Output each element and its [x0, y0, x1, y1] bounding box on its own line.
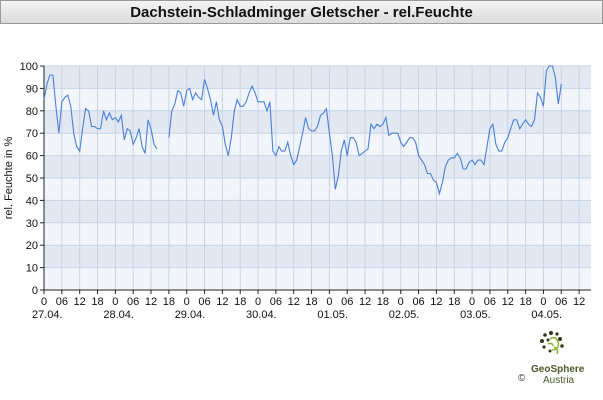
logo-name: GeoSphere: [531, 364, 585, 375]
x-tick-label: 18: [234, 296, 246, 308]
x-tick-label: 18: [163, 296, 175, 308]
chart-band: [44, 66, 591, 89]
chart-band: [44, 200, 591, 223]
x-tick-label: 0: [112, 296, 118, 308]
x-tick-label: 06: [555, 296, 567, 308]
x-tick-label: 06: [198, 296, 210, 308]
chart-band: [44, 245, 591, 268]
series-line: [43, 74, 158, 154]
chart-axes: 0 10 20 30 40 50 60 70 80 90 100 0 06 12 18 0 06 12 18 0 06 1…: [20, 61, 591, 321]
chart-band: [44, 133, 591, 156]
x-tick-label: 18: [305, 296, 317, 308]
x-tick-label: 18: [377, 296, 389, 308]
y-tick-label: 70: [26, 128, 38, 140]
y-tick-label: 50: [26, 173, 38, 185]
chart-series: [43, 65, 562, 196]
y-tick-label: 100: [20, 61, 38, 73]
x-tick-label: 06: [56, 296, 68, 308]
y-tick-label: 20: [26, 240, 38, 252]
x-tick-label: 12: [74, 296, 86, 308]
x-tick-label: 06: [412, 296, 424, 308]
x-tick-label: 18: [519, 296, 531, 308]
x-tick-label: 0: [398, 296, 404, 308]
logo-sub: Austria: [543, 375, 575, 386]
x-tick-label: 0: [184, 296, 190, 308]
series-line: [168, 65, 562, 196]
x-tick-label: 12: [359, 296, 371, 308]
chart-band: [44, 222, 591, 246]
y-axis-label: rel. Feuchte in %: [3, 137, 15, 220]
x-tick-label: 12: [288, 296, 300, 308]
x-tick-label: 18: [448, 296, 460, 308]
x-date-label: 27.04.: [32, 309, 63, 321]
y-tick-label: 60: [26, 151, 38, 163]
x-tick-label: 0: [326, 296, 332, 308]
geosphere-logo: [540, 331, 564, 355]
x-tick-label: 0: [469, 296, 475, 308]
chart-band: [44, 110, 591, 134]
x-tick-label: 06: [484, 296, 496, 308]
x-date-label: 03.05.: [460, 309, 491, 321]
y-tick-label: 10: [26, 263, 38, 275]
x-tick-label: 12: [573, 296, 585, 308]
x-date-label: 29.04.: [175, 309, 206, 321]
x-tick-label: 06: [341, 296, 353, 308]
copyright: ©: [518, 373, 526, 384]
x-date-label: 02.05.: [389, 309, 420, 321]
y-tick-label: 0: [32, 285, 38, 297]
chart-band: [44, 155, 591, 178]
x-tick-label: 0: [540, 296, 546, 308]
x-date-label: 28.04.: [103, 309, 134, 321]
title-bar: Dachstein-Schladminger Gletscher - rel.F…: [0, 0, 603, 24]
x-tick-label: 06: [127, 296, 139, 308]
x-tick-label: 12: [430, 296, 442, 308]
x-tick-label: 12: [145, 296, 157, 308]
x-tick-label: 0: [255, 296, 261, 308]
x-tick-label: 12: [216, 296, 228, 308]
chart-title: Dachstein-Schladminger Gletscher - rel.F…: [130, 3, 473, 21]
x-tick-label: 18: [91, 296, 103, 308]
chart-band: [44, 267, 591, 290]
y-tick-label: 80: [26, 106, 38, 118]
chart-band: [44, 88, 591, 111]
x-tick-label: 0: [41, 296, 47, 308]
chart-band: [44, 178, 591, 201]
x-date-label: 30.04.: [246, 309, 277, 321]
x-tick-label: 12: [502, 296, 514, 308]
x-date-label: 01.05.: [317, 309, 348, 321]
y-tick-label: 40: [26, 195, 38, 207]
y-tick-label: 90: [26, 83, 38, 95]
y-tick-label: 30: [26, 218, 38, 230]
x-date-label: 04.05.: [531, 309, 562, 321]
x-tick-label: 06: [270, 296, 282, 308]
